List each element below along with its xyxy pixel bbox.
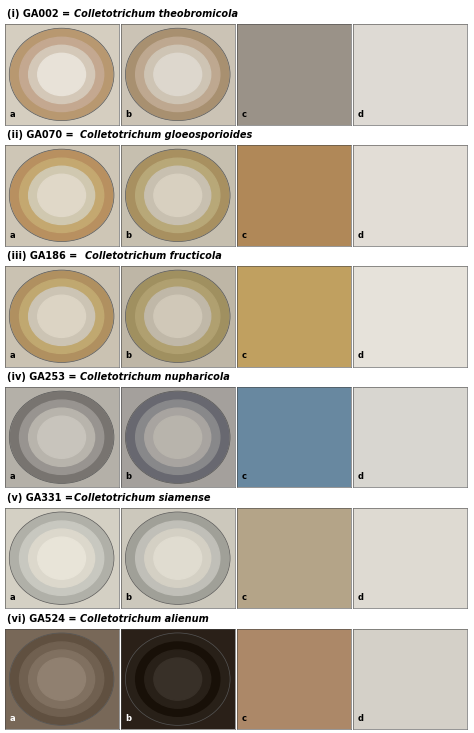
- Text: Colletotrichum alienum: Colletotrichum alienum: [80, 614, 208, 624]
- Text: b: b: [126, 231, 131, 240]
- Circle shape: [28, 45, 95, 103]
- Circle shape: [28, 166, 95, 224]
- Circle shape: [28, 287, 95, 345]
- Circle shape: [38, 537, 85, 579]
- Circle shape: [10, 634, 113, 724]
- Text: (iv) GA253 =: (iv) GA253 =: [7, 372, 80, 382]
- Text: c: c: [242, 110, 246, 119]
- Circle shape: [19, 400, 104, 474]
- Circle shape: [10, 513, 113, 603]
- Circle shape: [28, 529, 95, 587]
- Circle shape: [38, 295, 85, 337]
- Circle shape: [19, 37, 104, 111]
- Circle shape: [154, 54, 201, 95]
- Text: c: c: [242, 231, 246, 240]
- Text: b: b: [126, 473, 131, 482]
- Circle shape: [154, 174, 201, 216]
- Circle shape: [145, 45, 211, 103]
- Text: b: b: [126, 594, 131, 603]
- Circle shape: [127, 150, 229, 240]
- Circle shape: [19, 642, 104, 716]
- Circle shape: [136, 158, 220, 232]
- Circle shape: [154, 537, 201, 579]
- Circle shape: [145, 287, 211, 345]
- Circle shape: [28, 408, 95, 466]
- Circle shape: [127, 271, 229, 361]
- Circle shape: [154, 658, 201, 700]
- Circle shape: [38, 658, 85, 700]
- Circle shape: [127, 29, 229, 119]
- Circle shape: [145, 650, 211, 708]
- Circle shape: [154, 295, 201, 337]
- Text: c: c: [242, 594, 246, 603]
- Circle shape: [10, 392, 113, 482]
- Circle shape: [10, 150, 113, 240]
- Circle shape: [136, 279, 220, 353]
- Text: a: a: [9, 715, 15, 723]
- Circle shape: [145, 529, 211, 587]
- Text: b: b: [126, 715, 131, 723]
- Circle shape: [19, 279, 104, 353]
- Circle shape: [38, 174, 85, 216]
- Text: d: d: [358, 231, 364, 240]
- Text: b: b: [126, 352, 131, 361]
- Text: Colletotrichum siamense: Colletotrichum siamense: [74, 493, 210, 503]
- Circle shape: [136, 37, 220, 111]
- Circle shape: [10, 271, 113, 361]
- Circle shape: [145, 408, 211, 466]
- Text: Colletotrichum nupharicola: Colletotrichum nupharicola: [80, 372, 229, 382]
- Circle shape: [10, 29, 113, 119]
- Circle shape: [38, 54, 85, 95]
- Circle shape: [145, 166, 211, 224]
- Circle shape: [19, 158, 104, 232]
- Text: b: b: [126, 110, 131, 119]
- Text: d: d: [358, 110, 364, 119]
- Circle shape: [127, 513, 229, 603]
- Text: a: a: [9, 594, 15, 603]
- Circle shape: [136, 642, 220, 716]
- Circle shape: [38, 416, 85, 458]
- Circle shape: [136, 521, 220, 595]
- Text: c: c: [242, 473, 246, 482]
- Text: c: c: [242, 715, 246, 723]
- Text: (vi) GA524 =: (vi) GA524 =: [7, 614, 80, 624]
- Text: (iii) GA186 =: (iii) GA186 =: [7, 251, 81, 261]
- Text: (i) GA002 =: (i) GA002 =: [7, 9, 73, 19]
- Text: Colletotrichum fructicola: Colletotrichum fructicola: [85, 251, 222, 261]
- Circle shape: [19, 521, 104, 595]
- Text: Colletotrichum theobromicola: Colletotrichum theobromicola: [74, 9, 238, 19]
- Text: a: a: [9, 473, 15, 482]
- Circle shape: [136, 400, 220, 474]
- Text: d: d: [358, 594, 364, 603]
- Text: (v) GA331 =: (v) GA331 =: [7, 493, 76, 503]
- Text: Colletotrichum gloeosporioides: Colletotrichum gloeosporioides: [80, 130, 252, 140]
- Text: d: d: [358, 352, 364, 361]
- Circle shape: [28, 650, 95, 708]
- Text: (ii) GA070 =: (ii) GA070 =: [7, 130, 77, 140]
- Text: a: a: [9, 110, 15, 119]
- Circle shape: [154, 416, 201, 458]
- Text: d: d: [358, 715, 364, 723]
- Circle shape: [127, 634, 229, 724]
- Text: d: d: [358, 473, 364, 482]
- Circle shape: [127, 392, 229, 482]
- Text: c: c: [242, 352, 246, 361]
- Text: a: a: [9, 231, 15, 240]
- Text: a: a: [9, 352, 15, 361]
